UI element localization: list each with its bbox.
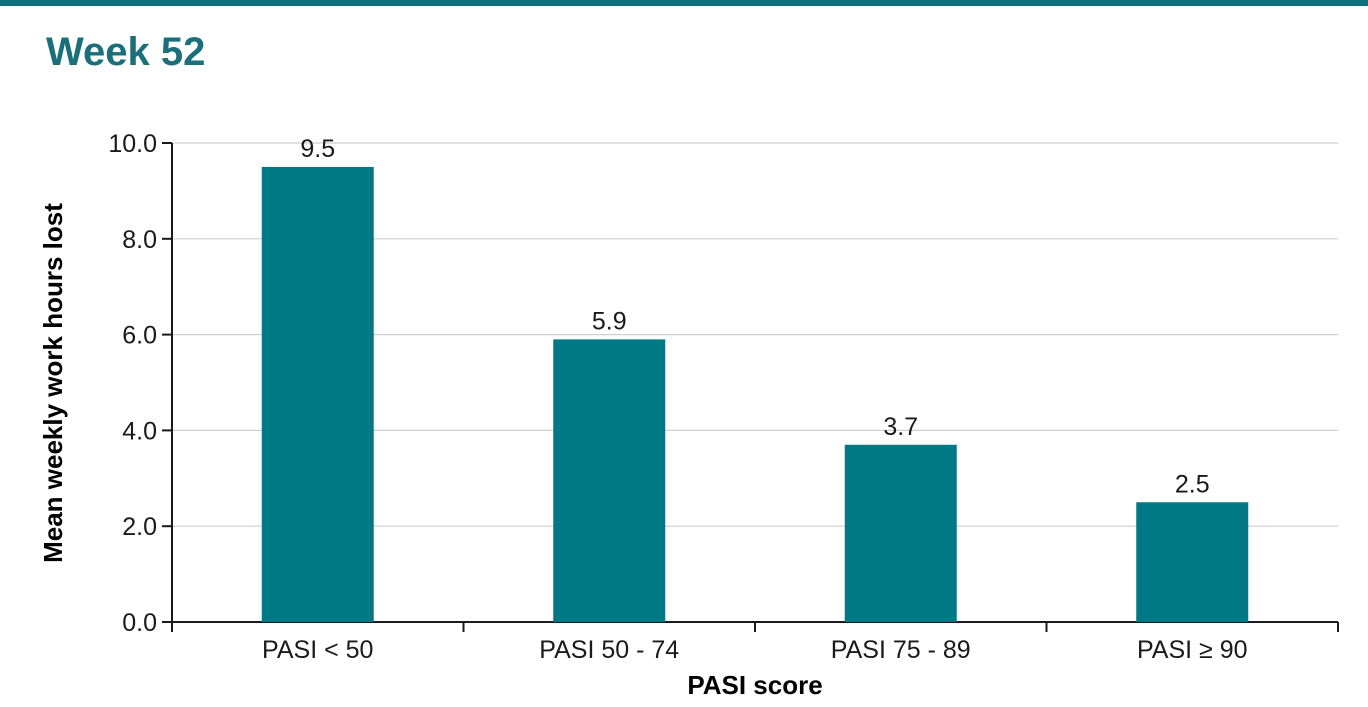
y-axis: 0.0 2.0 4.0 6.0 8.0 10.0 xyxy=(108,130,173,637)
x-tick-label: PASI 75 - 89 xyxy=(831,636,971,664)
y-axis-title: Mean weekly work hours lost xyxy=(38,203,68,563)
data-label: 3.7 xyxy=(883,413,918,441)
bars xyxy=(261,166,1249,622)
bar xyxy=(1136,502,1249,622)
x-axis-title: PASI score xyxy=(687,670,822,700)
data-label: 9.5 xyxy=(300,135,335,163)
x-tick-label: PASI 50 - 74 xyxy=(539,636,679,664)
x-tick-label: PASI < 50 xyxy=(262,636,373,664)
chart-title: Week 52 xyxy=(46,30,206,74)
y-tick-label: 2.0 xyxy=(122,513,157,541)
y-tick-label: 6.0 xyxy=(122,322,157,350)
y-tick-label: 10.0 xyxy=(108,130,157,158)
data-label: 2.5 xyxy=(1175,470,1210,498)
top-rule xyxy=(0,0,1368,6)
data-labels: 9.5 5.9 3.7 2.5 xyxy=(300,135,1209,498)
bar xyxy=(844,444,957,622)
y-tick-label: 8.0 xyxy=(122,226,157,254)
x-axis: PASI < 50 PASI 50 - 74 PASI 75 - 89 PASI ≥ … xyxy=(171,621,1339,664)
data-label: 5.9 xyxy=(592,307,627,335)
y-tick-label: 4.0 xyxy=(122,417,157,445)
y-tick-label: 0.0 xyxy=(122,609,157,637)
x-tick-label: PASI ≥ 90 xyxy=(1137,636,1248,664)
bar xyxy=(261,166,374,622)
bar xyxy=(553,339,666,622)
